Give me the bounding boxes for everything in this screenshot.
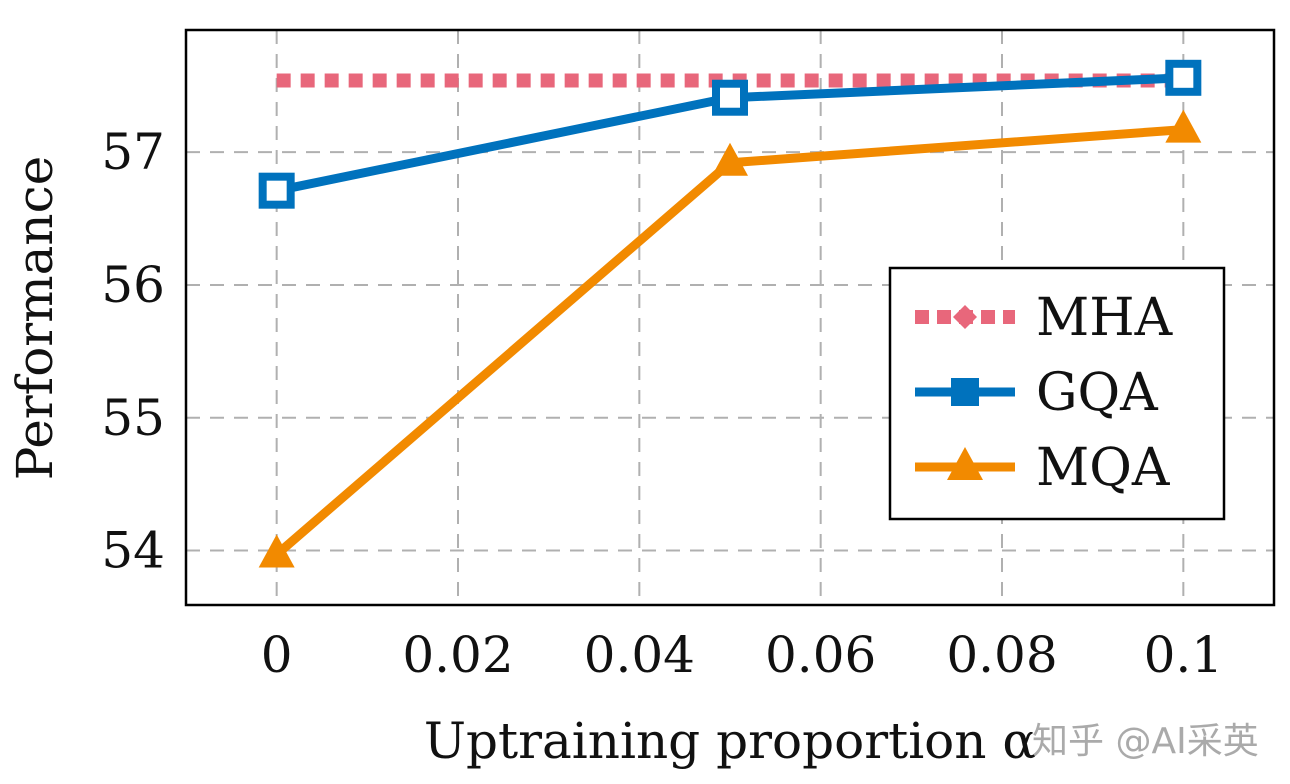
triangle-marker (258, 534, 295, 568)
plot-frame (184, 28, 1276, 607)
grid (186, 30, 1274, 605)
x-tick-label: 0.04 (584, 626, 695, 684)
legend: MHA GQA MQA (888, 266, 1226, 521)
x-tick-label: 0.02 (402, 626, 513, 684)
y-tick-label: 55 (101, 389, 165, 447)
x-tick-label: 0.1 (1144, 626, 1224, 684)
ticks: 0 0.02 0.04 0.06 0.08 0.1 54 55 56 57 (101, 123, 1223, 684)
x-tick-label: 0.06 (765, 626, 876, 684)
legend-label: MQA (1036, 438, 1171, 498)
x-tick-label: 0.08 (946, 626, 1057, 684)
y-axis-label: Performance (6, 156, 64, 480)
x-axis-label: Uptraining proportion α (424, 712, 1036, 770)
y-tick-label: 54 (101, 522, 165, 580)
triangle-marker (712, 142, 748, 176)
triangle-marker (947, 447, 983, 480)
square-marker (712, 79, 748, 116)
series-group (258, 59, 1202, 568)
square-marker (258, 172, 295, 209)
square-marker (1165, 59, 1202, 96)
triangle-marker (1165, 109, 1202, 143)
x-tick-label: 0 (261, 626, 293, 684)
square-marker (951, 378, 979, 406)
y-tick-label: 57 (101, 123, 165, 181)
watermark: 知乎 @AI采英 (1032, 721, 1259, 762)
legend-label: MHA (1036, 288, 1174, 348)
y-tick-label: 56 (101, 256, 165, 314)
diamond-marker (953, 305, 977, 329)
legend-label: GQA (1036, 363, 1159, 423)
